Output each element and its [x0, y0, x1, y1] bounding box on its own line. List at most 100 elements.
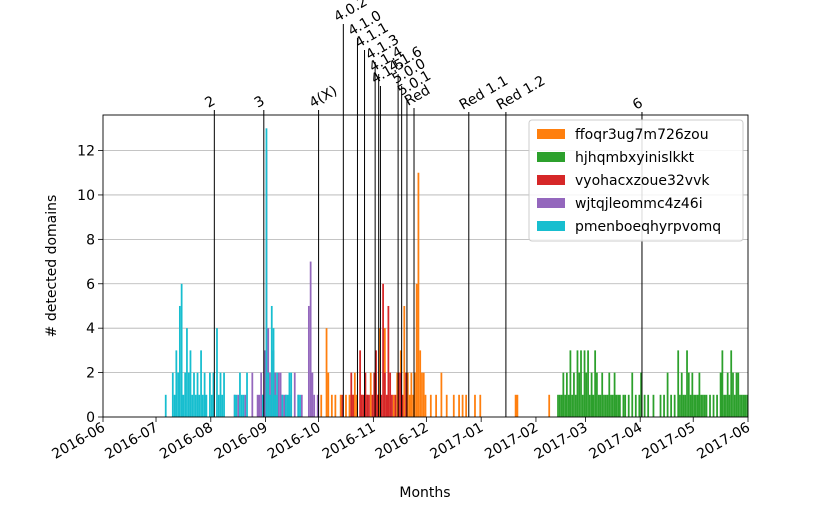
bar [445, 394, 448, 417]
bar [267, 372, 270, 417]
version-label: 6 [630, 95, 646, 113]
bar [366, 394, 369, 417]
bar [309, 261, 312, 417]
bar [606, 394, 609, 417]
bar [474, 394, 476, 417]
bar [272, 328, 275, 417]
bar [673, 394, 676, 417]
y-tick-label: 4 [86, 321, 95, 337]
x-tick-label: 2016-09 [212, 420, 271, 463]
bar [387, 305, 390, 417]
bar [178, 305, 181, 417]
legend: ffoqr3ug7m726zou hjhqmbxyinislkkt vyohacxz… [528, 119, 744, 242]
bar [239, 372, 241, 417]
bar [392, 394, 395, 417]
bar [728, 394, 731, 417]
bar [461, 394, 464, 417]
bar [421, 372, 423, 417]
bar [700, 394, 703, 417]
bar [682, 394, 685, 417]
x-tick-label: 2016-10 [265, 420, 324, 463]
bar [394, 394, 397, 417]
bar [307, 305, 310, 417]
bar [256, 394, 259, 417]
bar [371, 394, 374, 417]
bar [567, 394, 570, 417]
bar [186, 328, 188, 417]
bar [286, 394, 289, 417]
x-axis-label: Months [399, 485, 450, 501]
bar [300, 394, 303, 417]
y-axis-ticks: 0 2 4 6 8 10 12 [77, 144, 103, 426]
bar [689, 394, 692, 417]
bar [581, 394, 584, 417]
bar [270, 305, 273, 417]
bar [597, 394, 600, 417]
bar [709, 394, 711, 417]
bar [352, 394, 354, 417]
bar [355, 394, 358, 417]
bar [373, 372, 376, 417]
bar [652, 394, 655, 417]
bar [180, 283, 183, 417]
bar [573, 372, 575, 417]
bar [557, 394, 559, 417]
bar [410, 372, 413, 417]
bar [399, 372, 402, 417]
bar [643, 394, 646, 417]
bar [716, 394, 718, 417]
bar [198, 394, 201, 417]
bar [730, 350, 733, 417]
bar [242, 394, 245, 417]
legend-label: ffoqr3ug7m726zou [575, 127, 709, 143]
bar [184, 372, 187, 417]
bar [297, 394, 300, 417]
bar [726, 372, 729, 417]
bar [200, 350, 202, 417]
bar [624, 394, 627, 417]
x-tick-label: 2017-03 [532, 420, 591, 463]
legend-label: vyohacxzoue32vvk [575, 173, 710, 189]
bar [263, 350, 266, 417]
bar [408, 394, 411, 417]
legend-swatch [537, 152, 565, 162]
bar [565, 372, 568, 417]
bar [560, 394, 563, 417]
bar [680, 372, 683, 417]
bar [587, 350, 589, 417]
x-tick-label: 2017-05 [640, 420, 699, 463]
bar [732, 372, 734, 417]
bar [380, 394, 383, 417]
bar [659, 394, 662, 417]
bar [583, 350, 586, 417]
x-tick-label: 2017-06 [694, 420, 753, 463]
bar [327, 372, 330, 417]
bar [679, 394, 681, 417]
bar [571, 394, 574, 417]
bar [435, 394, 437, 417]
bar [588, 394, 591, 417]
version-label: 4(X) [307, 83, 340, 112]
bar [740, 394, 743, 417]
bar [677, 350, 680, 417]
bar [452, 394, 455, 417]
bar [415, 283, 418, 417]
bars [164, 128, 748, 417]
bar [281, 394, 284, 417]
bar [265, 128, 268, 417]
bar [465, 394, 468, 417]
bar [592, 394, 595, 417]
bar [594, 350, 597, 417]
bar [670, 394, 673, 417]
bar [640, 372, 642, 417]
bar [686, 350, 688, 417]
bar [615, 394, 618, 417]
bar [422, 372, 425, 417]
bar [375, 350, 377, 417]
legend-swatch [537, 198, 565, 208]
bar [171, 372, 174, 417]
x-axis-ticks: 2016-062016-072016-082016-092016-102016-… [49, 417, 753, 463]
bar [694, 394, 697, 417]
bar [194, 394, 197, 417]
bar [622, 394, 625, 417]
